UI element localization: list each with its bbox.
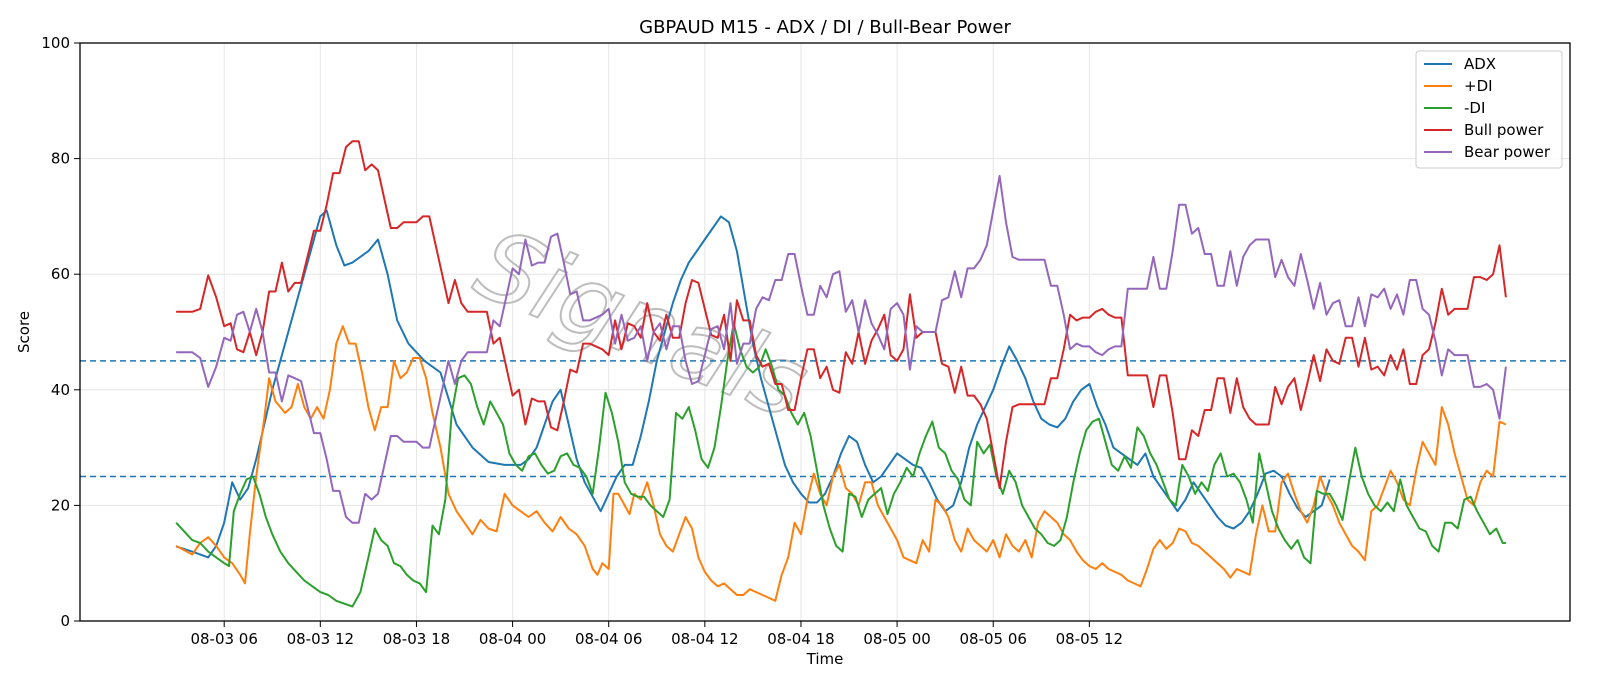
legend-label: Bear power: [1464, 143, 1551, 161]
x-tick-label: 08-04 18: [767, 630, 834, 648]
x-tick-label: 08-04 06: [575, 630, 642, 648]
y-tick-label: 60: [51, 265, 70, 283]
y-tick-label: 40: [51, 381, 70, 399]
x-tick-label: 08-05 06: [959, 630, 1026, 648]
legend-box: [1415, 50, 1563, 169]
y-tick-label: 80: [51, 150, 70, 168]
series-lines: [175, 140, 1507, 608]
legend: ADX +DI -DI Bull power Bear power: [1415, 50, 1563, 169]
y-tick-label: 20: [51, 496, 70, 514]
threshold-lines: [80, 360, 1570, 478]
y-axis: 0 20 40 60 80 100: [41, 34, 80, 630]
legend-label: ADX: [1464, 55, 1496, 73]
x-tick-label: 08-04 00: [479, 630, 546, 648]
series-line-di: [175, 322, 1506, 608]
legend-label: +DI: [1464, 77, 1493, 95]
x-tick-label: 08-04 12: [671, 630, 738, 648]
x-tick-label: 08-03 18: [383, 630, 450, 648]
x-tick-label: 08-03 12: [287, 630, 354, 648]
x-tick-label: 08-05 00: [863, 630, 930, 648]
series-line-bull-power: [176, 140, 1507, 490]
y-axis-label: Score: [15, 311, 33, 353]
series-line-bear-power: [176, 174, 1507, 524]
x-tick-label: 08-03 06: [190, 630, 257, 648]
x-axis-label: Time: [806, 650, 844, 668]
y-tick-label: 0: [60, 612, 70, 630]
x-axis: 08-03 06 08-03 12 08-03 18 08-04 00 08-04 06…: [190, 621, 1123, 648]
chart-title: GBPAUD M15 - ADX / DI / Bull-Bear Power: [639, 17, 1011, 38]
legend-label: Bull power: [1464, 121, 1544, 139]
x-tick-label: 08-05 12: [1056, 630, 1123, 648]
plot-frame: [79, 42, 1571, 622]
series-line-di: [175, 325, 1507, 602]
grid: [80, 42, 1570, 622]
legend-label: -DI: [1464, 99, 1485, 117]
y-tick-label: 100: [41, 34, 70, 52]
series-line-adx: [175, 209, 1331, 559]
